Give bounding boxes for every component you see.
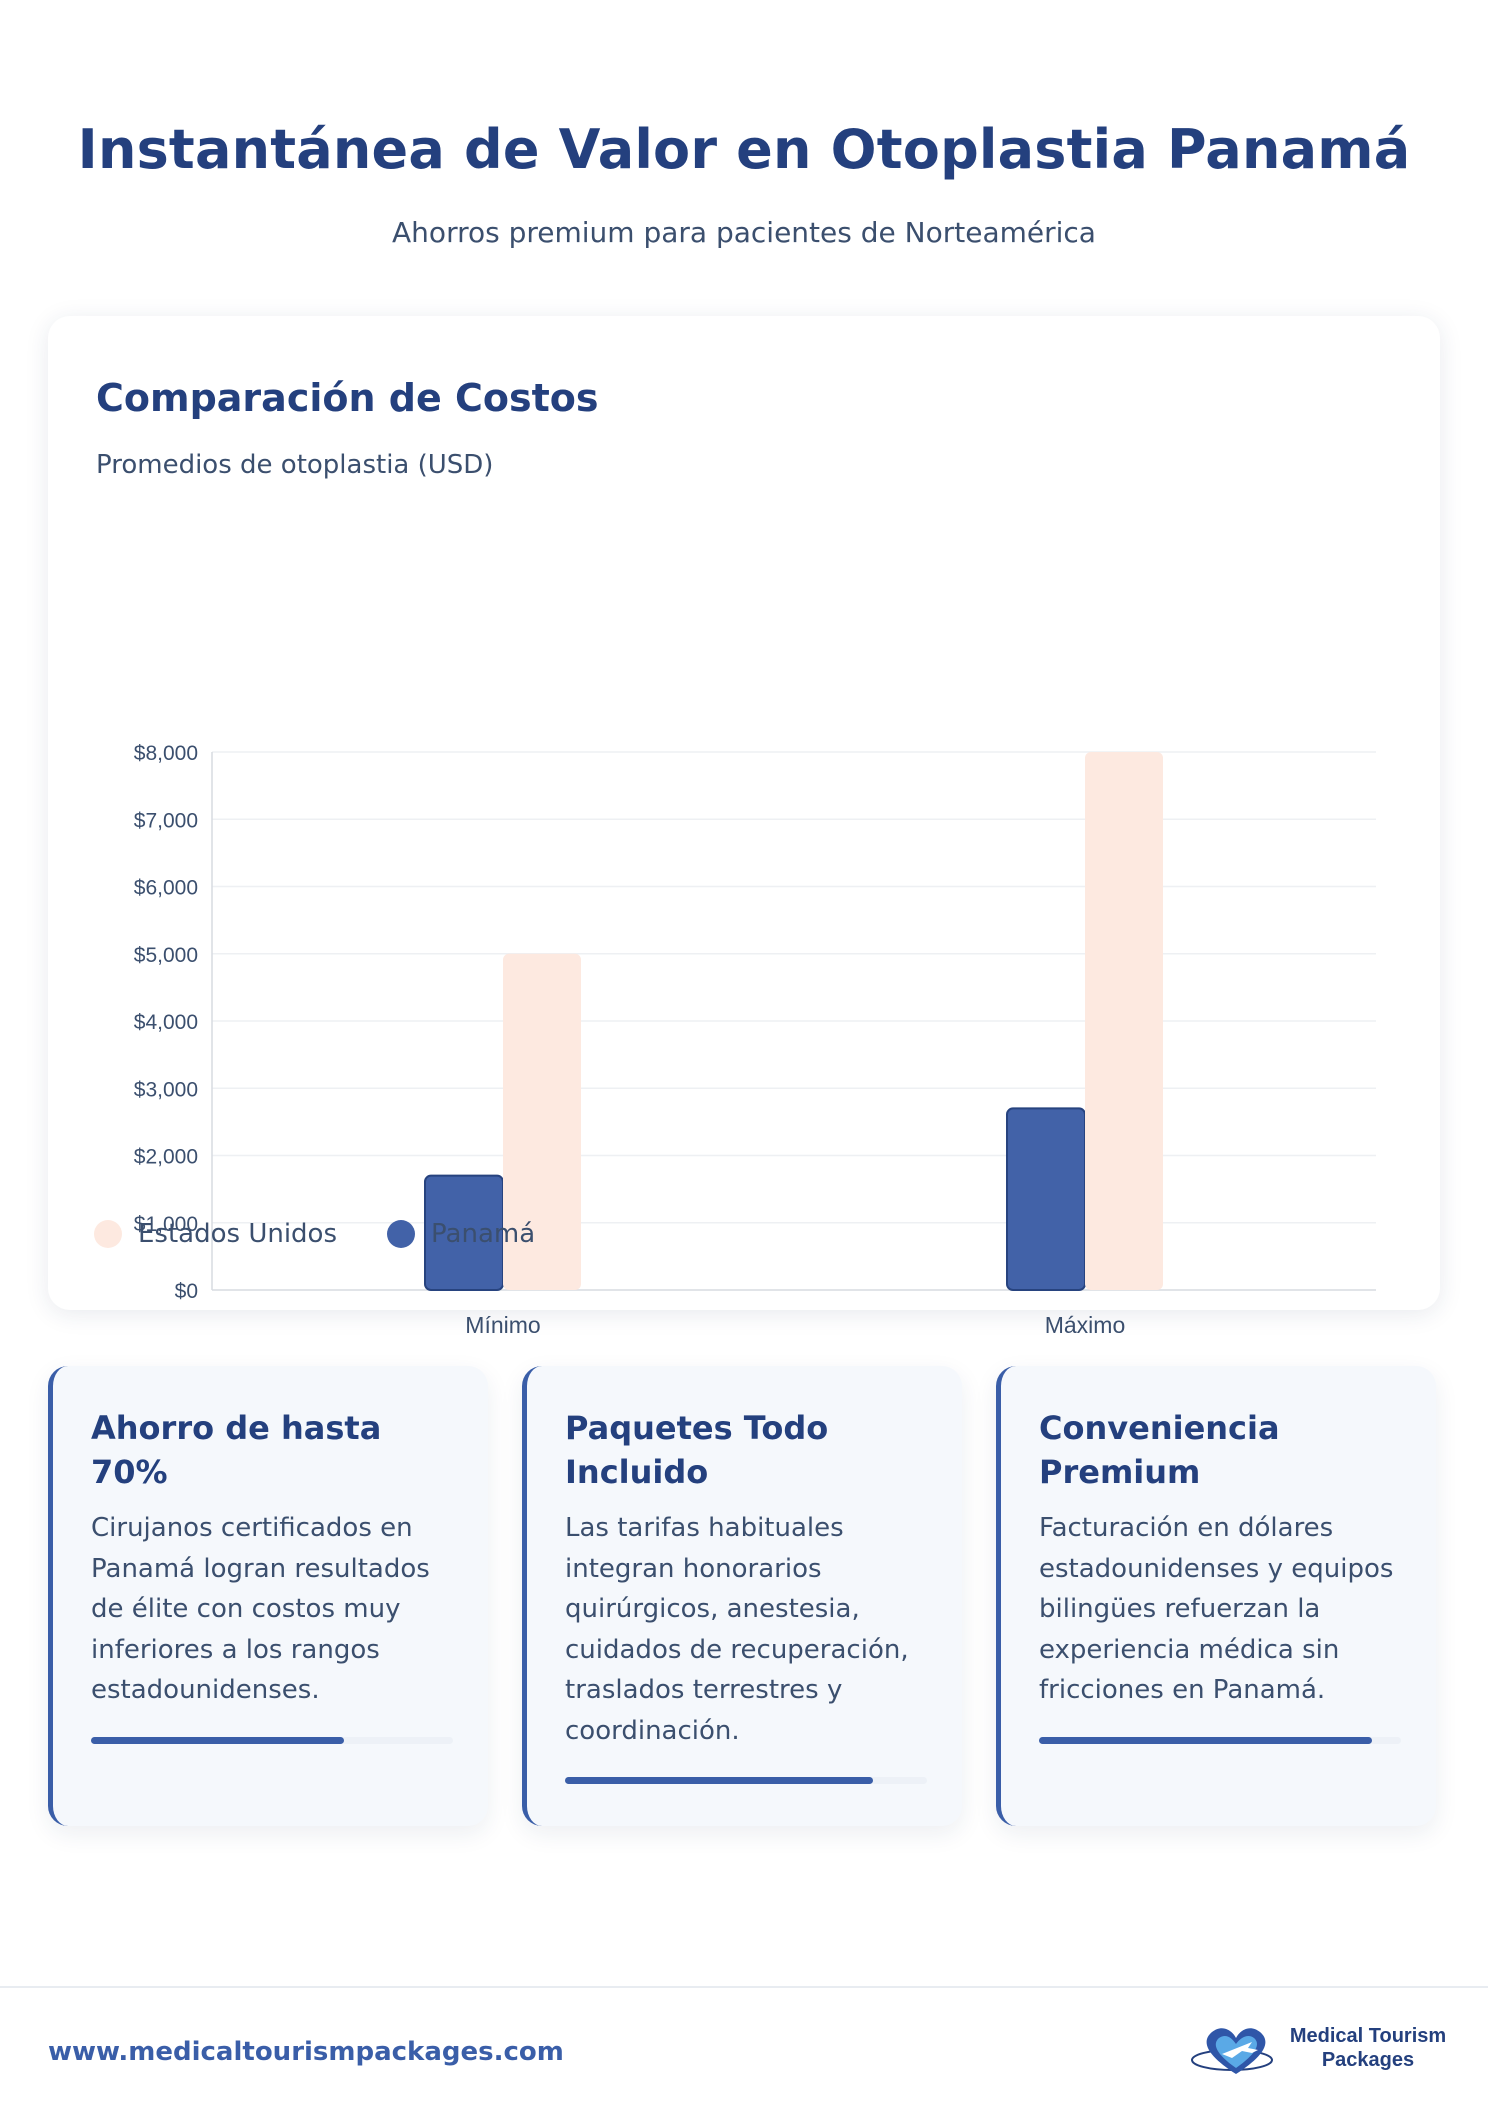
legend-label-panama: Panamá <box>431 1219 536 1249</box>
page-title: Instantánea de Valor en Otoplastia Panam… <box>77 118 1411 181</box>
feature-progress-fill <box>91 1736 345 1744</box>
footer-divider <box>0 1986 1488 1988</box>
chart-legend: Estados Unidos Panamá <box>94 1219 585 1249</box>
legend-label-usa: Estados Unidos <box>138 1219 338 1249</box>
legend-swatch-panama <box>387 1220 416 1248</box>
y-tick-label: $2,000 <box>134 1146 198 1169</box>
feature-progress-fill <box>565 1777 873 1784</box>
feature-title: Conveniencia Premium <box>1039 1409 1280 1491</box>
logo-text-line1: Medical Tourism <box>1289 2025 1447 2047</box>
y-tick-label: $1,000 <box>134 1213 198 1236</box>
y-tick-label: $6,000 <box>134 877 198 900</box>
y-tick-label: $7,000 <box>134 809 198 832</box>
legend-item-usa[interactable]: Estados Unidos <box>94 1219 337 1249</box>
bar-usa-0 <box>503 953 581 1290</box>
feature-text: Las tarifas habituales integran honorari… <box>565 1513 909 1746</box>
chart-card: Comparación de Costos Promedios de otopl… <box>48 316 1440 1338</box>
x-tick-label: Máximo <box>1045 1312 1126 1338</box>
chart-subtitle: Promedios de otoplastia (USD) <box>96 450 494 480</box>
chart-title: Comparación de Costos <box>96 376 599 420</box>
feature-progress-bar <box>1039 1736 1401 1744</box>
footer-url-link[interactable]: www.medicaltourismpackages.com <box>48 2037 564 2067</box>
feature-cards: Ahorro de hasta 70% Cirujanos certificad… <box>48 1366 1440 1826</box>
brand-logo[interactable]: Medical Tourism Packages <box>1186 2020 1446 2080</box>
y-tick-label: $0 <box>175 1280 198 1303</box>
page-subtitle: Ahorros premium para pacientes de Nortea… <box>392 216 1096 249</box>
logo-text-line2: Packages <box>1321 2049 1415 2071</box>
feature-title: Paquetes Todo Incluido <box>565 1409 829 1491</box>
bar-usa-1 <box>1085 752 1163 1290</box>
legend-item-panama[interactable]: Panamá <box>387 1219 535 1249</box>
y-tick-label: $8,000 <box>134 742 198 765</box>
feature-progress-bar <box>91 1736 453 1744</box>
feature-progress-fill <box>1039 1736 1373 1744</box>
feature-text: Cirujanos certificados en Panamá logran … <box>91 1513 430 1705</box>
bar-panama-1 <box>1006 1107 1086 1291</box>
feature-title: Ahorro de hasta 70% <box>91 1409 382 1491</box>
logo-text: Medical Tourism Packages <box>1288 2024 1448 2072</box>
bar-chart: $0 $1,000 $2,000 $3,000 $4,000 $5,000 $6,000 $7… <box>134 742 1376 1338</box>
legend-swatch-usa <box>94 1220 122 1248</box>
y-tick-label: $4,000 <box>134 1011 198 1034</box>
x-tick-label: Mínimo <box>465 1312 540 1338</box>
heart-airplane-icon <box>1191 2028 1273 2074</box>
y-tick-label: $5,000 <box>134 944 198 967</box>
feature-progress-bar <box>565 1777 927 1784</box>
feature-card-convenience: Conveniencia Premium Facturación en dóla… <box>996 1366 1436 1826</box>
feature-card-packages: Paquetes Todo Incluido Las tarifas habit… <box>522 1366 962 1826</box>
feature-text: Facturación en dólares estadounidenses y… <box>1039 1513 1394 1705</box>
y-tick-label: $3,000 <box>134 1078 198 1101</box>
feature-card-savings: Ahorro de hasta 70% Cirujanos certificad… <box>48 1366 488 1826</box>
